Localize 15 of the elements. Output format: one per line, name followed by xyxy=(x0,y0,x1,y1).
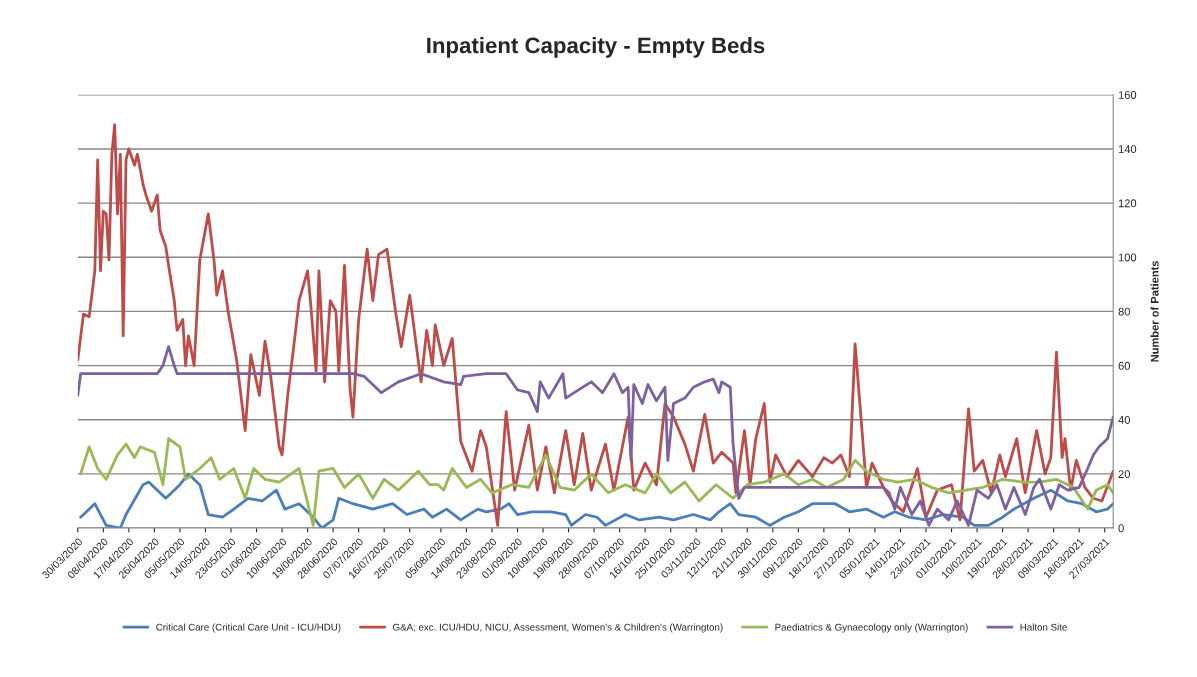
legend-label: Halton Site xyxy=(1020,623,1067,631)
legend-label: Paediatrics & Gynaecology only (Warrington) xyxy=(775,623,968,633)
legend-label: Critical Care (Critical Care Unit - ICU/HDU) xyxy=(156,623,341,633)
y-tick-label: 20 xyxy=(1118,470,1130,479)
chart-title: Inpatient Capacity - Empty Beds xyxy=(427,37,765,58)
y-tick-label: 120 xyxy=(1118,199,1137,208)
y-tick-label: 0 xyxy=(1118,524,1124,533)
y-tick-label: 40 xyxy=(1118,416,1130,424)
y-tick-label: 140 xyxy=(1118,145,1137,154)
y-tick-label: 100 xyxy=(1118,253,1137,262)
y-tick-label: 80 xyxy=(1118,307,1130,316)
y-tick-label: 60 xyxy=(1118,361,1130,370)
legend-label: G&A; exc. ICU/HDU, NICU, Assessment, Women's & Children's (Warrington) xyxy=(393,623,723,633)
y-axis-title: Number of Patients xyxy=(1150,260,1159,362)
y-tick-label: 160 xyxy=(1118,91,1137,99)
